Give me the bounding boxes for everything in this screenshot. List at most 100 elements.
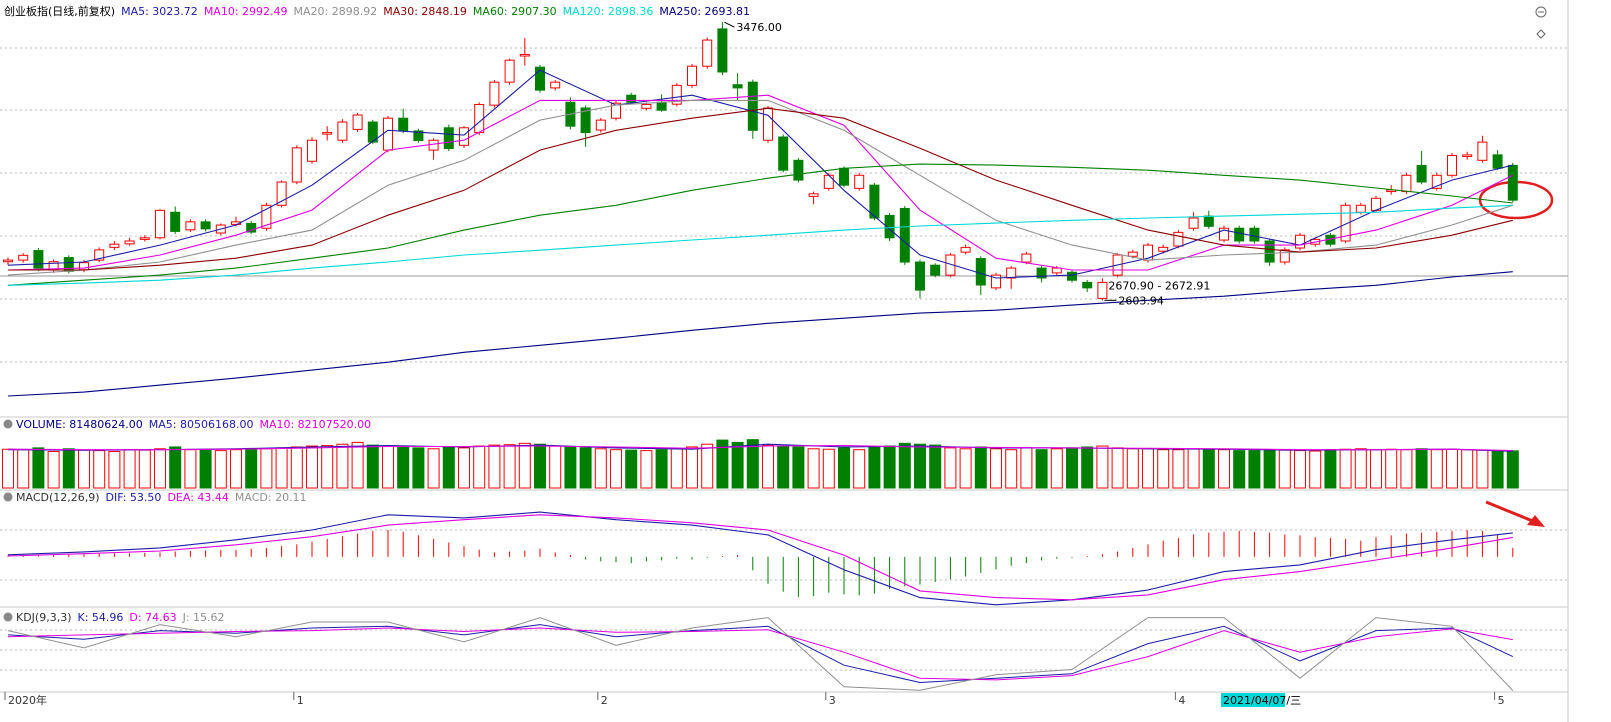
- candle-body: [1234, 227, 1245, 242]
- candle-body: [1416, 164, 1427, 183]
- volume-bar: [1050, 448, 1063, 489]
- indicator-line: [7, 627, 1513, 681]
- volume-bar: [1370, 449, 1382, 489]
- indicator-line: [7, 617, 1514, 691]
- volume-bar: [914, 443, 926, 489]
- volume-bar: [108, 451, 121, 489]
- volume-bar: [579, 447, 592, 489]
- candle-body: [580, 107, 591, 134]
- candle-body: [960, 246, 971, 253]
- volume-bar: [1066, 447, 1078, 489]
- indicator-line: [7, 624, 1514, 684]
- diamond-icon[interactable]: [1536, 29, 1546, 39]
- volume-bar: [275, 447, 288, 489]
- volume-bar: [138, 449, 151, 489]
- layout: [0, 0, 1569, 722]
- volume-bar: [868, 446, 881, 489]
- volume-bar: [1096, 445, 1109, 489]
- collapse-icon[interactable]: [1535, 6, 1547, 18]
- candle-body: [352, 114, 363, 130]
- candle-body: [1340, 204, 1351, 242]
- candle-body: [307, 139, 317, 162]
- x-tick-label: 4: [1178, 694, 1185, 707]
- volume-bar: [762, 444, 774, 489]
- candle-body: [185, 221, 196, 231]
- candle-body: [899, 207, 910, 263]
- volume-bar: [610, 449, 622, 489]
- candle-body: [443, 127, 454, 150]
- candle-body: [1097, 281, 1108, 299]
- volume-bar: [1385, 448, 1398, 489]
- volume-bar: [959, 448, 972, 489]
- candle-body: [139, 237, 150, 240]
- volume-bar: [78, 449, 90, 489]
- indicator-line: [7, 271, 1513, 397]
- candle-body: [611, 102, 621, 119]
- candle-body: [1082, 281, 1093, 289]
- candle-body: [975, 258, 986, 286]
- candle-body: [1264, 240, 1275, 263]
- annotation: 2670.90 - 2672.91: [1108, 279, 1210, 292]
- volume-bar: [807, 448, 820, 489]
- header-label: KDJ(9,3,3): [16, 611, 72, 624]
- volume-bar: [1126, 448, 1139, 489]
- volume-bar: [1324, 449, 1337, 489]
- volume-bar: [458, 447, 470, 489]
- volume-bar: [594, 448, 607, 489]
- candle-body: [94, 249, 105, 261]
- volume-bar: [260, 448, 273, 489]
- candle-body: [595, 119, 606, 131]
- panel-icon[interactable]: [3, 612, 13, 622]
- candle-body: [398, 117, 409, 132]
- panel-icon[interactable]: [3, 419, 13, 429]
- annotation-leader: [724, 21, 735, 28]
- volume-bar: [1218, 449, 1230, 489]
- volume-bar: [169, 446, 182, 489]
- panel-header: VOLUME: 81480624.00 MA5: 80506168.00 MA10:…: [16, 418, 377, 432]
- candle-body: [519, 53, 530, 57]
- panel-icon[interactable]: [3, 492, 13, 502]
- header-label: 创业板指(日线,前复权): [4, 5, 116, 18]
- candle-body: [702, 39, 713, 67]
- volume-bar: [1430, 449, 1443, 489]
- candle-body: [33, 250, 44, 269]
- candle-body: [1462, 154, 1473, 157]
- candle-body: [474, 103, 485, 134]
- candle-body: [535, 66, 545, 91]
- volume-bar: [199, 449, 212, 489]
- volume-bar: [1491, 450, 1504, 489]
- indicator-line: [7, 514, 1513, 601]
- volume-bar: [731, 441, 744, 489]
- volume-bar: [47, 451, 60, 489]
- volume-bar: [442, 446, 455, 489]
- volume-bar: [944, 447, 957, 489]
- volume-bar: [883, 445, 896, 489]
- volume-bar: [1172, 449, 1185, 489]
- header-label: K: 54.96: [77, 611, 124, 624]
- candle-body: [808, 193, 819, 197]
- volume-bar: [990, 448, 1002, 489]
- header-label: DEA: 43.44: [167, 491, 229, 504]
- volume-bar: [1157, 449, 1170, 489]
- volume-bar: [564, 446, 577, 489]
- volume-bar: [549, 445, 562, 489]
- volume-bar: [93, 450, 106, 489]
- candle-body: [915, 261, 925, 291]
- candle-body: [1295, 234, 1305, 249]
- candle-body: [504, 59, 515, 83]
- candle-body: [1431, 174, 1442, 189]
- candle-body: [1036, 267, 1047, 279]
- indicator-line: [7, 69, 1513, 279]
- candle-body: [124, 240, 135, 245]
- volume-bar: [655, 449, 668, 489]
- volume-bar: [184, 449, 197, 489]
- candle-body: [1219, 227, 1229, 241]
- volume-bar: [503, 444, 516, 489]
- header-label: MACD(12,26,9): [16, 491, 100, 504]
- volume-bar: [382, 445, 394, 489]
- arrow-head: [1527, 515, 1545, 527]
- volume-bar: [230, 449, 242, 489]
- candle-body: [276, 181, 287, 206]
- candle-body: [626, 94, 637, 103]
- volume-bar: [898, 442, 911, 489]
